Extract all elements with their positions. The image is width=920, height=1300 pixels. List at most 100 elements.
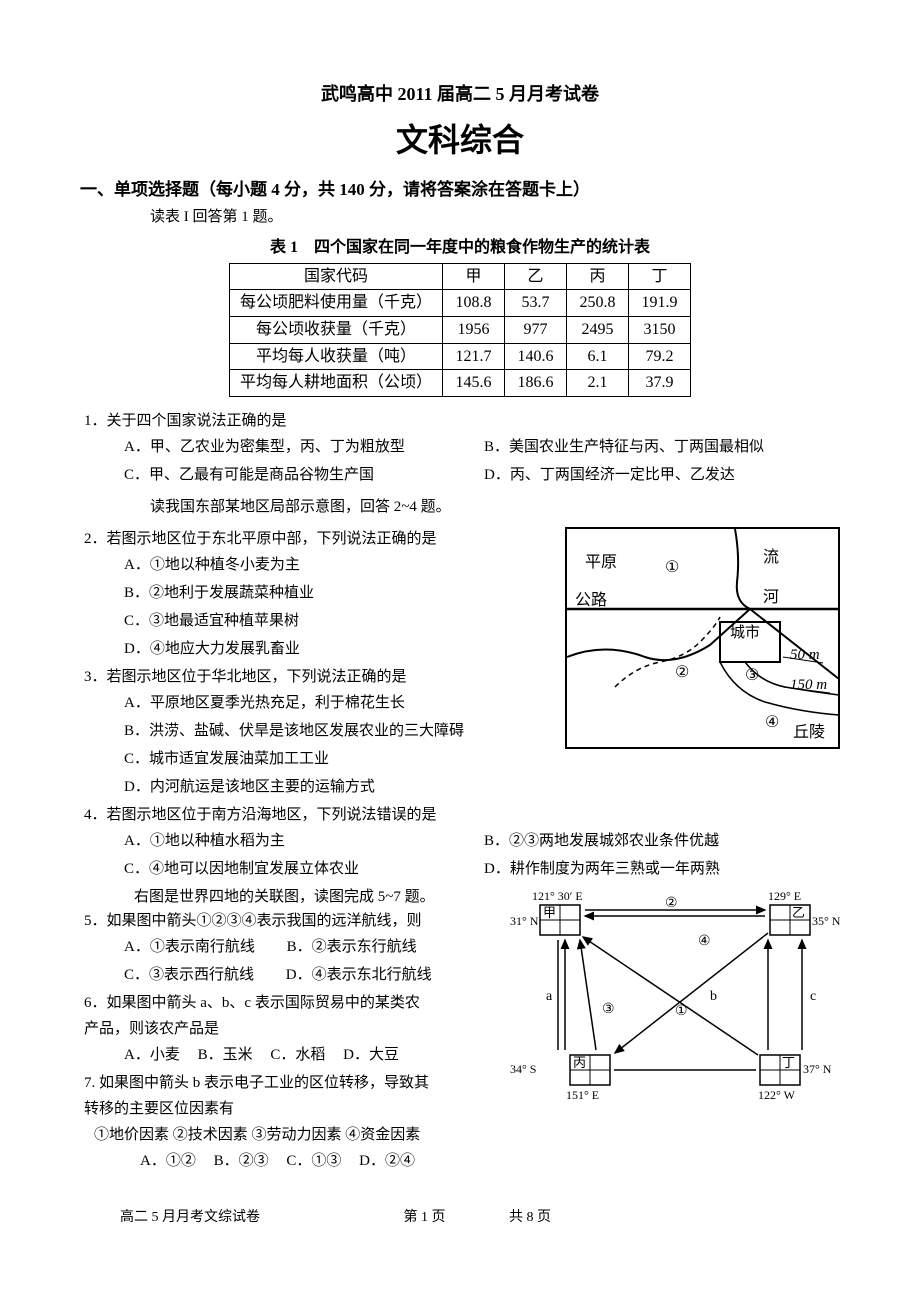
q4-D: D．耕作制度为两年三熟或一年两熟: [484, 857, 720, 881]
th: 丙: [567, 263, 629, 290]
instruction-1: 读表 I 回答第 1 题。: [150, 205, 840, 229]
q6-D: D．大豆: [343, 1043, 399, 1067]
table-row: 平均每人耕地面积（公顷） 145.6 186.6 2.1 37.9: [229, 370, 690, 397]
td: 2495: [567, 316, 629, 343]
map-figure-1: 平原 ① 流 河 公路 城市 ② ③ 50 m 150 m ④ 丘陵: [565, 527, 840, 757]
q5-B: B．②表示东行航线: [287, 935, 417, 959]
lon-tr: 129° E: [768, 889, 801, 903]
q5-A: A．①表示南行航线: [124, 935, 255, 959]
q6-C: C．水稻: [270, 1043, 325, 1067]
label-n4: ④: [765, 714, 779, 731]
q1-opts-ab: A．甲、乙农业为密集型，丙、丁为粗放型 B．美国农业生产特征与丙、丁两国最相似: [124, 435, 840, 459]
footer-left: 高二 5 月月考文综试卷: [120, 1210, 260, 1225]
q7-C: C．①③: [286, 1149, 341, 1173]
td: 1956: [443, 316, 505, 343]
th: 甲: [443, 263, 505, 290]
lat-tr: 35° N: [812, 914, 840, 928]
q5-D: D．④表示东北行航线: [286, 963, 432, 987]
arr-c: c: [810, 989, 816, 1004]
map-figure-2: 甲 乙 丙 丁 121°: [510, 885, 840, 1118]
td: 每公顷肥料使用量（千克）: [229, 290, 442, 317]
q7-nums: ①地价因素 ②技术因素 ③劳动力因素 ④资金因素: [94, 1123, 840, 1147]
q1-D: D．丙、丁两国经济一定比甲、乙发达: [484, 463, 735, 487]
label-liu: 流: [763, 548, 779, 566]
td: 每公顷收获量（千克）: [229, 316, 442, 343]
q5-C: C．③表示西行航线: [124, 963, 254, 987]
lon-tl: 121° 30′ E: [532, 889, 583, 903]
td: 6.1: [567, 343, 629, 370]
q7-B: B．②③: [214, 1149, 269, 1173]
td: 37.9: [629, 370, 691, 397]
td: 108.8: [443, 290, 505, 317]
th: 乙: [505, 263, 567, 290]
td: 250.8: [567, 290, 629, 317]
lon-br: 122° W: [758, 1088, 796, 1102]
label-qiuling: 丘陵: [793, 723, 825, 741]
q1-stem: 1．关于四个国家说法正确的是: [84, 409, 840, 433]
arr-1: ①: [675, 1004, 688, 1019]
exam-subtitle: 武鸣高中 2011 届高二 5 月月考试卷: [80, 80, 840, 109]
td: 79.2: [629, 343, 691, 370]
td: 186.6: [505, 370, 567, 397]
q4-C: C．④地可以因地制宜发展立体农业: [124, 857, 484, 881]
td: 140.6: [505, 343, 567, 370]
td: 53.7: [505, 290, 567, 317]
q7-opts: A．①② B．②③ C．①③ D．②④: [140, 1149, 840, 1173]
label-pingyuan: 平原: [585, 554, 617, 571]
table-row: 平均每人收获量（吨） 121.7 140.6 6.1 79.2: [229, 343, 690, 370]
label-gonglu: 公路: [575, 591, 607, 609]
td: 平均每人收获量（吨）: [229, 343, 442, 370]
box-tl: 甲: [543, 905, 556, 920]
q4-B: B．②③两地发展城郊农业条件优越: [484, 829, 719, 853]
page-footer: 高二 5 月月考文综试卷 第 1 页 共 8 页: [80, 1207, 840, 1229]
q1-opts-cd: C．甲、乙最有可能是商品谷物生产国 D．丙、丁两国经济一定比甲、乙发达: [124, 463, 840, 487]
q4-stem: 4．若图示地区位于南方沿海地区，下列说法错误的是: [84, 803, 840, 827]
lon-bl: 151° E: [566, 1088, 599, 1102]
q6-A: A．小麦: [124, 1043, 180, 1067]
q7-A: A．①②: [140, 1149, 196, 1173]
q4-opts-cd: C．④地可以因地制宜发展立体农业 D．耕作制度为两年三熟或一年两熟: [124, 857, 840, 881]
q1-C: C．甲、乙最有可能是商品谷物生产国: [124, 463, 484, 487]
footer-total: 共 8 页: [509, 1210, 551, 1225]
arr-a: a: [546, 989, 553, 1004]
table-header-row: 国家代码 甲 乙 丙 丁: [229, 263, 690, 290]
table-caption: 表 1 四个国家在同一年度中的粮食作物生产的统计表: [80, 235, 840, 261]
box-br: 丁: [782, 1055, 795, 1070]
label-n2: ②: [675, 664, 689, 681]
context-2: 读我国东部某地区局部示意图，回答 2~4 题。: [150, 495, 840, 519]
lat-tl: 31° N: [510, 914, 539, 928]
td: 3150: [629, 316, 691, 343]
td: 121.7: [443, 343, 505, 370]
footer-page: 第 1 页: [404, 1210, 446, 1225]
table-row: 每公顷收获量（千克） 1956 977 2495 3150: [229, 316, 690, 343]
q3-D: D．内河航运是该地区主要的运输方式: [124, 775, 840, 799]
q7-D: D．②④: [359, 1149, 415, 1173]
label-chengshi: 城市: [730, 624, 760, 641]
td: 191.9: [629, 290, 691, 317]
td: 145.6: [443, 370, 505, 397]
lat-br: 37° N: [803, 1062, 832, 1076]
q4-A: A．①地以种植水稻为主: [124, 829, 484, 853]
q1-B: B．美国农业生产特征与丙、丁两国最相似: [484, 435, 764, 459]
label-n1: ①: [665, 559, 679, 576]
td: 977: [505, 316, 567, 343]
th: 丁: [629, 263, 691, 290]
q4-opts-ab: A．①地以种植水稻为主 B．②③两地发展城郊农业条件优越: [124, 829, 840, 853]
q1-A: A．甲、乙农业为密集型，丙、丁为粗放型: [124, 435, 484, 459]
th: 国家代码: [229, 263, 442, 290]
arr-4: ④: [698, 934, 711, 949]
label-he: 河: [763, 588, 779, 606]
q6-B: B．玉米: [198, 1043, 253, 1067]
td: 平均每人耕地面积（公顷）: [229, 370, 442, 397]
table-row: 每公顷肥料使用量（千克） 108.8 53.7 250.8 191.9: [229, 290, 690, 317]
exam-title: 文科综合: [80, 115, 840, 166]
box-bl: 丙: [573, 1055, 586, 1070]
lat-bl: 34° S: [510, 1062, 536, 1076]
arr-3: ③: [602, 1002, 615, 1017]
data-table: 国家代码 甲 乙 丙 丁 每公顷肥料使用量（千克） 108.8 53.7 250…: [229, 263, 691, 397]
section-heading: 一、单项选择题（每小题 4 分，共 140 分，请将答案涂在答题卡上）: [80, 176, 840, 203]
box-tr: 乙: [792, 905, 805, 920]
arr-2: ②: [665, 896, 678, 911]
arr-b: b: [710, 989, 717, 1004]
td: 2.1: [567, 370, 629, 397]
